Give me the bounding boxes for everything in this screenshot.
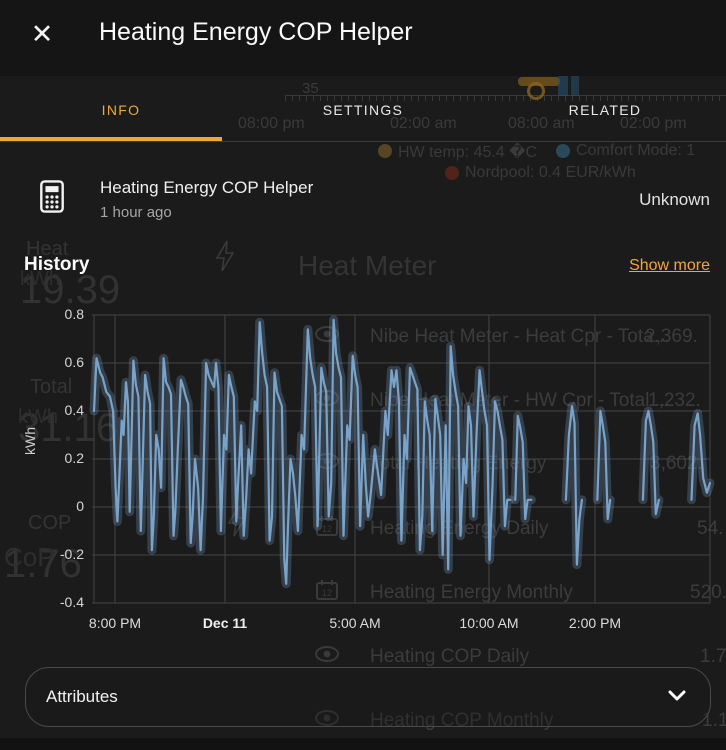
y-tick-label: 0.2 <box>64 450 84 466</box>
tab-info[interactable]: INFO <box>101 102 141 118</box>
y-tick-label: 0 <box>76 498 84 514</box>
attributes-label: Attributes <box>46 687 118 706</box>
dialog-title: Heating Energy COP Helper <box>99 18 413 46</box>
chevron-down-icon <box>668 690 686 701</box>
x-tick-label: 5:00 AM <box>329 615 381 631</box>
dialog-header: ✕ Heating Energy COP Helper <box>0 0 726 76</box>
entity-summary-row[interactable]: Heating Energy COP Helper 1 hour ago Unk… <box>0 170 726 232</box>
backdrop-strip <box>0 738 726 750</box>
entity-state: Unknown <box>639 190 710 209</box>
active-tab-indicator <box>0 137 222 141</box>
calculator-icon <box>40 180 64 213</box>
history-section-title: History <box>24 254 90 275</box>
y-tick-label: -0.2 <box>59 546 84 562</box>
y-tick-label: 0.6 <box>64 354 84 370</box>
y-axis-unit-label: kWh <box>22 427 38 455</box>
y-tick-label: 0.4 <box>64 402 84 418</box>
tab-related[interactable]: RELATED <box>568 102 642 118</box>
x-tick-label: 8:00 PM <box>88 615 142 631</box>
attributes-expander[interactable]: Attributes <box>25 667 711 727</box>
entity-name: Heating Energy COP Helper <box>100 178 314 197</box>
x-tick-label: 10:00 AM <box>459 615 519 631</box>
y-tick-label: -0.4 <box>59 594 84 610</box>
y-tick-label: 0.8 <box>64 306 84 322</box>
x-tick-label: 2:00 PM <box>568 615 622 631</box>
show-more-link[interactable]: Show more <box>629 257 710 274</box>
tab-settings[interactable]: SETTINGS <box>322 102 404 118</box>
close-icon[interactable]: ✕ <box>30 19 54 49</box>
divider <box>0 141 726 142</box>
tab-bar: INFO SETTINGS RELATED <box>0 76 726 141</box>
x-tick-label: Dec 11 <box>202 615 248 631</box>
entity-last-changed: 1 hour ago <box>100 204 172 221</box>
